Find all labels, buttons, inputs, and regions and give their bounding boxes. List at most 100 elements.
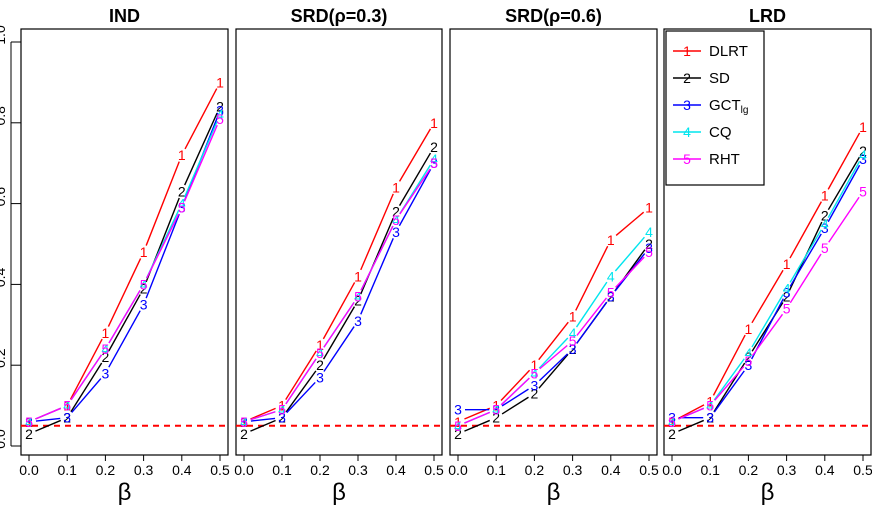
data-point: 2 — [140, 280, 148, 296]
series-segment — [827, 132, 861, 190]
data-point: 2 — [859, 143, 867, 159]
x-axis-label: β — [761, 479, 775, 506]
data-point: 4 — [140, 276, 148, 292]
data-point: 5 — [430, 155, 438, 171]
data-point: 5 — [783, 301, 791, 317]
data-point: 2 — [531, 385, 539, 401]
series-segment — [751, 313, 784, 356]
series-4: 4 4 4 4 4 4 — [454, 224, 653, 434]
series-segment — [575, 281, 608, 328]
data-point: 4 — [783, 280, 791, 296]
x-axis-label: β — [332, 479, 346, 506]
data-point: 5 — [454, 418, 462, 434]
legend-label: GCTlg — [709, 97, 748, 116]
series-segment — [70, 354, 103, 401]
series-segment — [360, 238, 394, 315]
panel-3: SRD(ρ=0.6)0.0 0.1 0.2 0.3 0.4 0.5β11111122222… — [448, 6, 659, 506]
data-point: 3 — [392, 224, 400, 240]
data-point: 1 — [25, 414, 33, 430]
data-point: 2 — [316, 357, 324, 373]
series-segment — [677, 404, 705, 420]
series-segment — [286, 381, 316, 414]
data-point: 2 — [430, 139, 438, 155]
series-segment — [713, 358, 745, 401]
series-segment — [69, 338, 103, 400]
x-tick-label: 0.3 — [563, 462, 583, 478]
series-segment — [678, 407, 705, 420]
data-point: 5 — [668, 414, 676, 430]
legend-label-text: DLRT — [709, 43, 748, 60]
data-point: 2 — [278, 410, 286, 426]
panel-title: IND — [109, 6, 140, 26]
data-point: 5 — [102, 341, 110, 357]
legend-label: RHT — [709, 151, 740, 168]
series-segment — [184, 88, 218, 150]
data-point: 3 — [278, 410, 286, 426]
legend-marker: 4 — [683, 124, 691, 140]
data-point: 1 — [392, 179, 400, 195]
series-segment — [285, 370, 317, 413]
series-5: 5 5 5 5 5 5 — [668, 183, 867, 429]
x-tick-label: 0.0 — [19, 462, 39, 478]
data-point: 1 — [140, 244, 148, 260]
legend-label-text: SD — [709, 70, 730, 87]
data-point: 4 — [569, 325, 577, 341]
series-segment — [789, 233, 822, 287]
series-segment — [250, 411, 276, 421]
data-point: 1 — [240, 414, 248, 430]
data-point: 2 — [454, 426, 462, 442]
series-segment — [827, 156, 861, 211]
x-tick-label: 0.4 — [601, 462, 621, 478]
data-point: 5 — [607, 284, 615, 300]
series-segment — [183, 124, 218, 202]
data-point: 4 — [102, 341, 110, 357]
x-axis: 0.0 0.1 0.2 0.3 0.4 0.5 — [662, 454, 872, 478]
series-segment — [70, 362, 103, 413]
legend-marker: 5 — [683, 151, 691, 167]
series-segment — [322, 282, 356, 340]
series-1: 1 1 1 1 1 1 — [454, 200, 653, 430]
x-tick-label: 0.0 — [448, 462, 468, 478]
data-point: 1 — [821, 188, 829, 204]
panel-title: SRD(ρ=0.6) — [505, 6, 602, 26]
data-point: 1 — [63, 398, 71, 414]
series-5: 5 5 5 5 5 5 — [240, 155, 438, 430]
data-point: 4 — [454, 418, 462, 434]
y-tick-label: 0.0 — [0, 429, 8, 449]
x-tick-label: 0.1 — [486, 462, 506, 478]
data-point: 1 — [783, 256, 791, 272]
x-tick-label: 0.1 — [57, 462, 77, 478]
x-tick-label: 0.1 — [700, 462, 720, 478]
panel-2: SRD(ρ=0.3)0.0 0.1 0.2 0.3 0.4 0.5β11111122222… — [234, 6, 444, 506]
series-segment — [360, 225, 394, 291]
data-point: 5 — [25, 414, 33, 430]
series-segment — [789, 201, 823, 259]
series-3: 3 3 3 3 3 3 — [240, 155, 438, 430]
y-tick-label: 0.2 — [0, 348, 8, 368]
data-point: 5 — [569, 333, 577, 349]
x-tick-label: 0.2 — [525, 462, 545, 478]
data-point: 4 — [240, 414, 248, 430]
y-tick-label: 0.8 — [0, 106, 8, 126]
data-point: 1 — [316, 337, 324, 353]
legend-label: SD — [709, 70, 730, 87]
data-point: 3 — [354, 313, 362, 329]
data-point: 5 — [354, 289, 362, 305]
series-segment — [145, 213, 180, 299]
data-point: 5 — [140, 276, 148, 292]
data-point: 4 — [607, 268, 615, 284]
series-segment — [108, 290, 141, 344]
data-point: 4 — [354, 289, 362, 305]
x-axis-label: β — [547, 479, 561, 506]
series-1: 1 1 1 1 1 1 — [240, 115, 438, 430]
data-point: 3 — [25, 414, 33, 430]
data-point: 4 — [745, 345, 753, 361]
series-segment — [539, 344, 568, 370]
series-segment — [35, 407, 62, 420]
data-point: 5 — [392, 212, 400, 228]
series-segment — [323, 301, 355, 348]
data-point: 2 — [645, 236, 653, 252]
series-1: 1 1 1 1 1 1 — [668, 119, 867, 430]
series-segment — [145, 161, 180, 246]
